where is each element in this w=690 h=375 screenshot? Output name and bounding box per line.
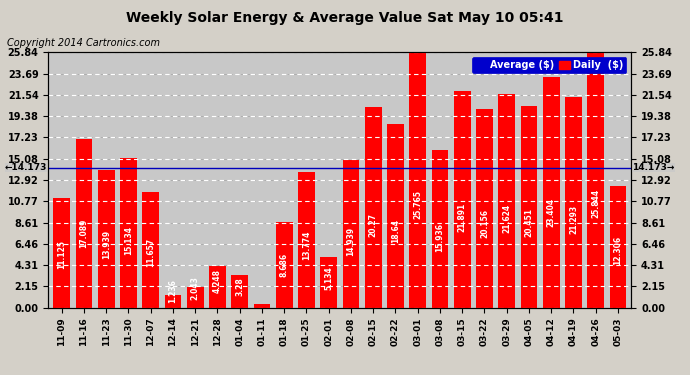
Bar [254,304,270,307]
Text: 15.936: 15.936 [435,224,444,252]
Text: 21.293: 21.293 [569,205,578,234]
Bar [120,158,137,308]
Text: 23.404: 23.404 [546,198,555,226]
Text: 11.657: 11.657 [146,238,155,267]
Text: 21.891: 21.891 [457,202,466,232]
Bar [343,160,359,308]
Text: 3.28: 3.28 [235,278,244,296]
Bar [587,53,604,308]
Text: 20.451: 20.451 [524,208,533,237]
Text: 14.939: 14.939 [346,227,355,256]
Text: 13.774: 13.774 [302,231,311,260]
Text: 25.765: 25.765 [413,189,422,219]
Bar [187,287,204,308]
Bar [476,109,493,308]
Text: 2.043: 2.043 [190,277,199,300]
Text: 25.844: 25.844 [591,189,600,218]
Text: 17.089: 17.089 [79,219,88,249]
Text: 1.236: 1.236 [168,279,177,303]
Bar [521,106,538,308]
Bar [53,198,70,308]
Bar [454,92,471,308]
Bar [231,275,248,308]
Text: 20.27: 20.27 [368,213,377,237]
Bar [387,123,404,308]
Text: 12.306: 12.306 [613,236,622,265]
Text: 21.624: 21.624 [502,204,511,233]
Bar [320,257,337,307]
Bar [610,186,627,308]
Text: Weekly Solar Energy & Average Value Sat May 10 05:41: Weekly Solar Energy & Average Value Sat … [126,11,564,25]
Bar [298,172,315,308]
Text: 14.173→: 14.173→ [633,163,675,172]
Bar [543,76,560,308]
Text: 20.156: 20.156 [480,209,489,238]
Text: 11.125: 11.125 [57,240,66,269]
Bar [98,170,115,308]
Text: Copyright 2014 Cartronics.com: Copyright 2014 Cartronics.com [7,38,160,48]
Bar [76,139,92,308]
Text: ←14.173: ←14.173 [5,163,47,172]
Text: 13.939: 13.939 [101,230,110,260]
Bar [432,150,448,308]
Bar [565,98,582,308]
Text: 8.686: 8.686 [279,254,288,278]
Bar [365,108,382,307]
Legend: Average ($), Daily  ($): Average ($), Daily ($) [472,57,627,73]
Bar [498,94,515,308]
Bar [165,295,181,307]
Bar [409,53,426,307]
Bar [276,222,293,308]
Bar [142,192,159,308]
Text: 5.134: 5.134 [324,266,333,290]
Bar [209,266,226,308]
Text: 15.134: 15.134 [124,226,133,255]
Text: 18.64: 18.64 [391,219,400,243]
Text: 4.248: 4.248 [213,269,222,293]
